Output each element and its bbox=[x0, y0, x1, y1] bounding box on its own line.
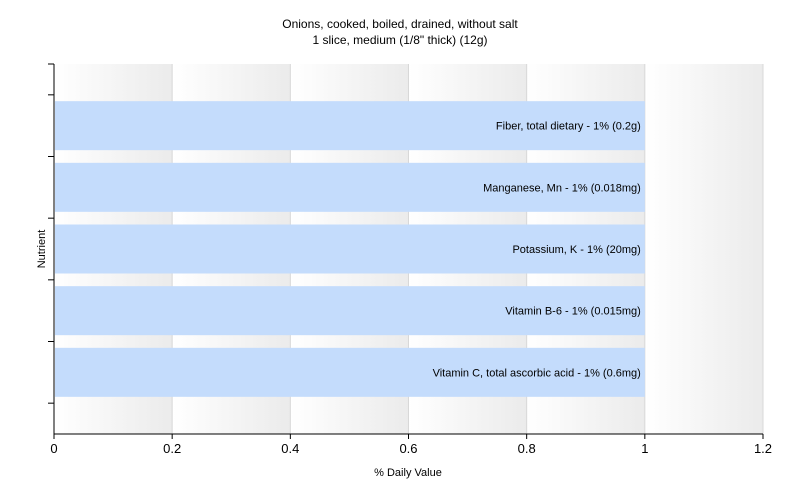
x-tick-label: 0.2 bbox=[163, 441, 181, 456]
x-tick-label: 1.2 bbox=[754, 441, 772, 456]
x-tick-label: 0.4 bbox=[281, 441, 299, 456]
bar-label: Vitamin B-6 - 1% (0.015mg) bbox=[505, 306, 641, 318]
x-tick-label: 1 bbox=[641, 441, 648, 456]
bars-group bbox=[55, 101, 645, 397]
plot-band bbox=[644, 64, 763, 434]
bar bbox=[55, 162, 645, 212]
bar bbox=[55, 101, 645, 151]
y-axis-title: Nutrient bbox=[36, 230, 48, 269]
chart-subtitle: 1 slice, medium (1/8" thick) (12g) bbox=[313, 33, 488, 47]
bar bbox=[55, 224, 645, 274]
x-tick-label: 0.8 bbox=[518, 441, 536, 456]
chart-title: Onions, cooked, boiled, drained, without… bbox=[282, 17, 518, 31]
bar-labels-group: Fiber, total dietary - 1% (0.2g) Manganes… bbox=[433, 121, 641, 380]
bar-label: Manganese, Mn - 1% (0.018mg) bbox=[483, 182, 641, 194]
x-tick-label: 0.6 bbox=[399, 441, 417, 456]
x-axis-title: % Daily Value bbox=[374, 467, 442, 479]
bar-label: Fiber, total dietary - 1% (0.2g) bbox=[496, 121, 641, 133]
bar bbox=[55, 286, 645, 336]
bar bbox=[55, 347, 645, 397]
bar-label: Potassium, K - 1% (20mg) bbox=[512, 244, 640, 256]
x-tick-label: 0 bbox=[50, 441, 57, 456]
axes-group: 0 0.2 0.4 0.6 0.8 1 1.2 bbox=[48, 63, 772, 456]
bar-label: Vitamin C, total ascorbic acid - 1% (0.6… bbox=[433, 367, 641, 379]
